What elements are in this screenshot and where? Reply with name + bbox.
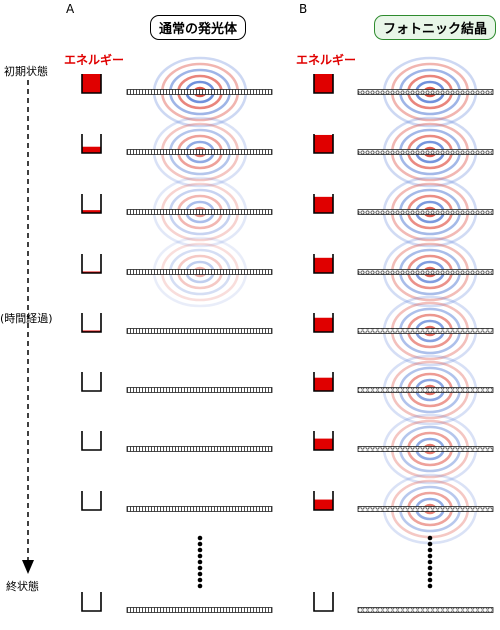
panel-b-title: フォトニック結晶 [374,15,497,40]
panel-b-row-2 [313,116,494,188]
panel-a-energy-cup-3 [81,194,102,214]
panel-a-energy-cup-4 [81,254,102,274]
panel-a-waveguide-7 [126,446,273,452]
panel-a-energy-label: エネルギー [64,53,125,67]
panel-a-continuation-dot [197,547,203,553]
panel-a-energy-fill-3 [82,210,101,213]
panel-b-energy-fill-5 [314,317,333,332]
panel-a-waveguide-6 [126,387,273,393]
panel-a-energy-cup-8 [81,491,102,511]
panel-a-row-9 [81,592,273,613]
panel-a-energy-cup-9 [81,592,102,612]
panel-b-waveguide-3 [357,209,494,215]
panel-b-continuation-dot [427,565,433,571]
panel-b-letter: B [299,2,308,16]
panel-b-row-9 [313,592,494,613]
panel-b-energy-cup-7 [313,431,334,451]
panel-b-row-3 [313,176,494,248]
panel-b-energy-fill-4 [314,257,333,273]
panel-a-continuation-dot [197,541,203,547]
panel-a-letter: A [66,2,75,16]
panel-b-energy-cup-2 [313,134,334,154]
panel-b-waveguide-1 [357,89,494,95]
panel-b-row-7 [313,413,494,485]
panel-b-continuation-dot [427,541,433,547]
panel-a-continuation-dot [197,571,203,577]
panel-a-row-7 [81,431,273,452]
panel-b-energy-label: エネルギー [296,53,357,67]
panel-a-continuation-dot [197,565,203,571]
panel-a-row-4 [81,236,273,308]
panel-a-energy-fill-1 [82,74,101,93]
panel-a-continuation-dot [197,559,203,565]
panel-b-energy-cup-1 [313,74,334,94]
panel-a-energy-fill-2 [82,146,101,153]
panel-b-continuation-dot [427,583,433,589]
panel-a-energy-cup-1 [81,74,102,94]
panel-a-energy-cup-6 [81,372,102,392]
panel-a-continuation-dot [197,535,203,541]
panel-b-energy-cup-3 [313,194,334,214]
panel-b-energy-cup-5 [313,313,334,333]
panel-a-row-3 [81,176,273,248]
panel-a-row-1 [81,56,273,128]
panel-b-row-8 [313,473,494,545]
panel-b-continuation-dot [427,547,433,553]
panel-b-row-5 [313,295,494,367]
panel-b-energy-cup-6 [313,372,334,392]
panel-b-row-4 [313,236,494,308]
panel-b-waveguide-6 [357,387,494,393]
panel-b-energy-fill-6 [314,377,333,391]
panel-a-waveguide-9 [126,607,273,613]
time-arrow-head [22,560,34,574]
panel-a-energy-cup-7 [81,431,102,451]
panel-a-row-5 [81,313,273,334]
panel-b-waveguide-2 [357,149,494,155]
panel-b-energy-fill-8 [314,499,333,510]
panel-b-energy-fill-1 [314,74,333,93]
panel-a-title: 通常の発光体 [150,15,247,40]
panel-b-continuation-dot [427,559,433,565]
time-middle-label: (時間経過) [0,312,53,325]
panel-b-energy-fill-2 [314,134,333,153]
panel-b-energy-cup-8 [313,491,334,511]
panel-a-waveguide-8 [126,506,273,512]
panel-b-energy-cup-9 [313,592,334,612]
panel-b-energy-cup-4 [313,254,334,274]
panel-b-waveguide-7 [357,446,494,452]
panel-a-row-6 [81,372,273,393]
panel-b-continuation-dot [427,535,433,541]
panel-a-row-8 [81,491,273,512]
panel-b-row-1 [313,56,494,128]
panel-b-waveguide-5 [357,328,494,334]
time-start-label: 初期状態 [4,65,48,78]
panel-a-energy-cup-5 [81,313,102,333]
panel-b-energy-fill-3 [314,196,333,213]
panel-b-continuation-dot [427,577,433,583]
panel-a-energy-cup-2 [81,134,102,154]
panel-a-waveguide-1 [126,89,273,95]
panel-b-waveguide-9 [357,607,494,613]
panel-a-waveguide-4 [126,269,273,275]
panel-b-continuation-dot [427,553,433,559]
panel-a-waveguide-2 [126,149,273,155]
panel-a-waveguide-5 [126,328,273,334]
panel-a-continuation-dot [197,553,203,559]
panel-a-continuation-dot [197,577,203,583]
panel-b-waveguide-8 [357,506,494,512]
panel-a-row-2 [81,116,273,188]
panel-b-energy-fill-7 [314,438,333,450]
panel-a-waveguide-3 [126,209,273,215]
panel-b-row-6 [313,354,494,426]
panel-a-continuation-dot [197,583,203,589]
time-end-label: 終状態 [6,580,39,593]
panel-b-continuation-dot [427,571,433,577]
panel-b-waveguide-4 [357,269,494,275]
